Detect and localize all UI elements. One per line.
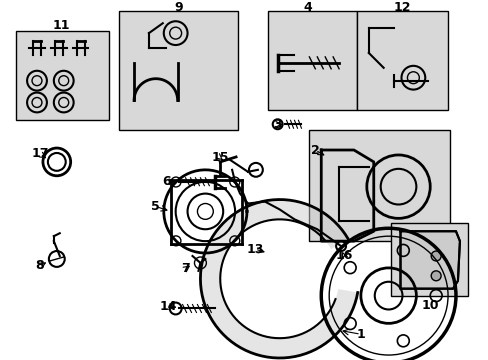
Text: 5: 5 bbox=[151, 200, 160, 213]
Text: 10: 10 bbox=[421, 299, 438, 312]
Text: 4: 4 bbox=[303, 1, 311, 14]
Text: 16: 16 bbox=[335, 249, 352, 262]
Bar bbox=[356, 12, 447, 111]
Text: 9: 9 bbox=[174, 1, 183, 14]
Text: 14: 14 bbox=[160, 300, 177, 313]
Text: 3: 3 bbox=[273, 118, 282, 131]
Circle shape bbox=[430, 251, 440, 261]
Polygon shape bbox=[200, 199, 357, 358]
Text: 17: 17 bbox=[31, 148, 49, 161]
Text: 12: 12 bbox=[393, 1, 410, 14]
Text: 2: 2 bbox=[310, 144, 319, 157]
Bar bbox=[267, 12, 356, 111]
Text: 15: 15 bbox=[211, 152, 228, 165]
Text: 13: 13 bbox=[246, 243, 263, 256]
Circle shape bbox=[430, 271, 440, 281]
Text: 8: 8 bbox=[36, 260, 44, 273]
Text: 11: 11 bbox=[53, 19, 70, 32]
Bar bbox=[119, 12, 238, 130]
Text: 6: 6 bbox=[162, 175, 171, 188]
Bar bbox=[16, 31, 109, 120]
Bar bbox=[390, 223, 467, 296]
Text: 1: 1 bbox=[356, 328, 365, 341]
Text: 7: 7 bbox=[181, 262, 189, 275]
Polygon shape bbox=[400, 231, 459, 289]
Bar bbox=[309, 130, 449, 241]
